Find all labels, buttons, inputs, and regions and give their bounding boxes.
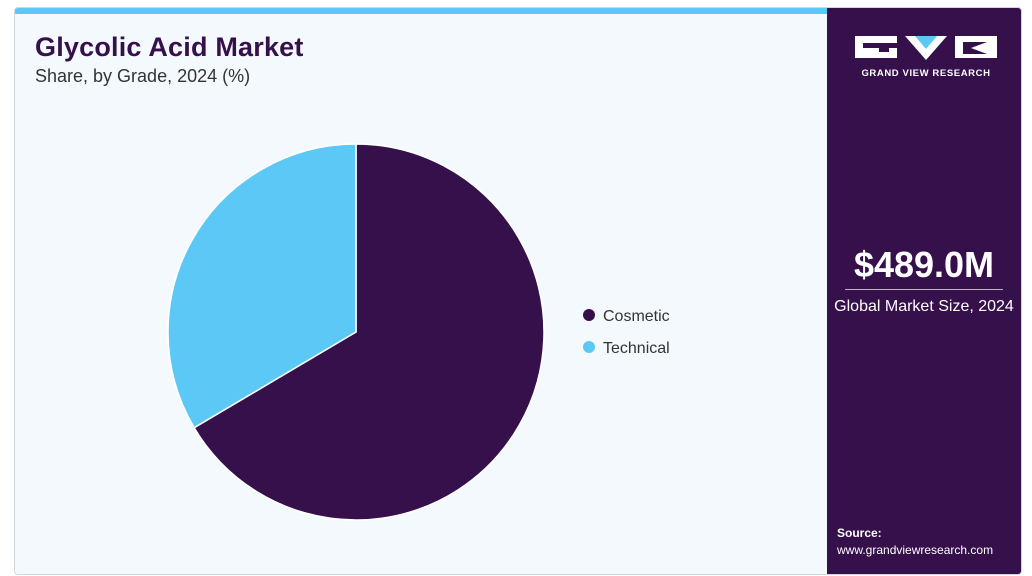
- legend-marker-technical: [583, 341, 595, 353]
- source-label: Source:: [837, 526, 882, 540]
- brand-logo: GRAND VIEW RESEARCH: [855, 34, 997, 82]
- legend-label-technical: Technical: [603, 340, 670, 357]
- chart-subtitle: Share, by Grade, 2024 (%): [35, 66, 251, 86]
- pie-chart: Cosmetic Technical: [167, 143, 670, 521]
- gvr-logo-icon: [855, 36, 997, 60]
- market-size-panel: GRAND VIEW RESEARCH $489.0M Global Marke…: [827, 8, 1021, 574]
- source-url[interactable]: www.grandviewresearch.com: [837, 543, 994, 557]
- logo-text: GRAND VIEW RESEARCH: [861, 68, 991, 79]
- chart-card: Glycolic Acid Market Share, by Grade, 20…: [14, 7, 1022, 575]
- pie-slice-cosmetic: [193, 143, 545, 521]
- chart-panel: Glycolic Acid Market Share, by Grade, 20…: [15, 8, 827, 574]
- legend-marker-cosmetic: [583, 309, 595, 321]
- pie-slice-technical: [167, 143, 357, 429]
- legend-label-cosmetic: Cosmetic: [603, 308, 670, 325]
- market-size-caption: Global Market Size, 2024: [834, 298, 1014, 315]
- value-divider: [845, 289, 1003, 290]
- chart-title: Glycolic Acid Market: [35, 32, 304, 62]
- top-accent-bar: [15, 8, 827, 14]
- market-size-value: $489.0M: [853, 244, 995, 285]
